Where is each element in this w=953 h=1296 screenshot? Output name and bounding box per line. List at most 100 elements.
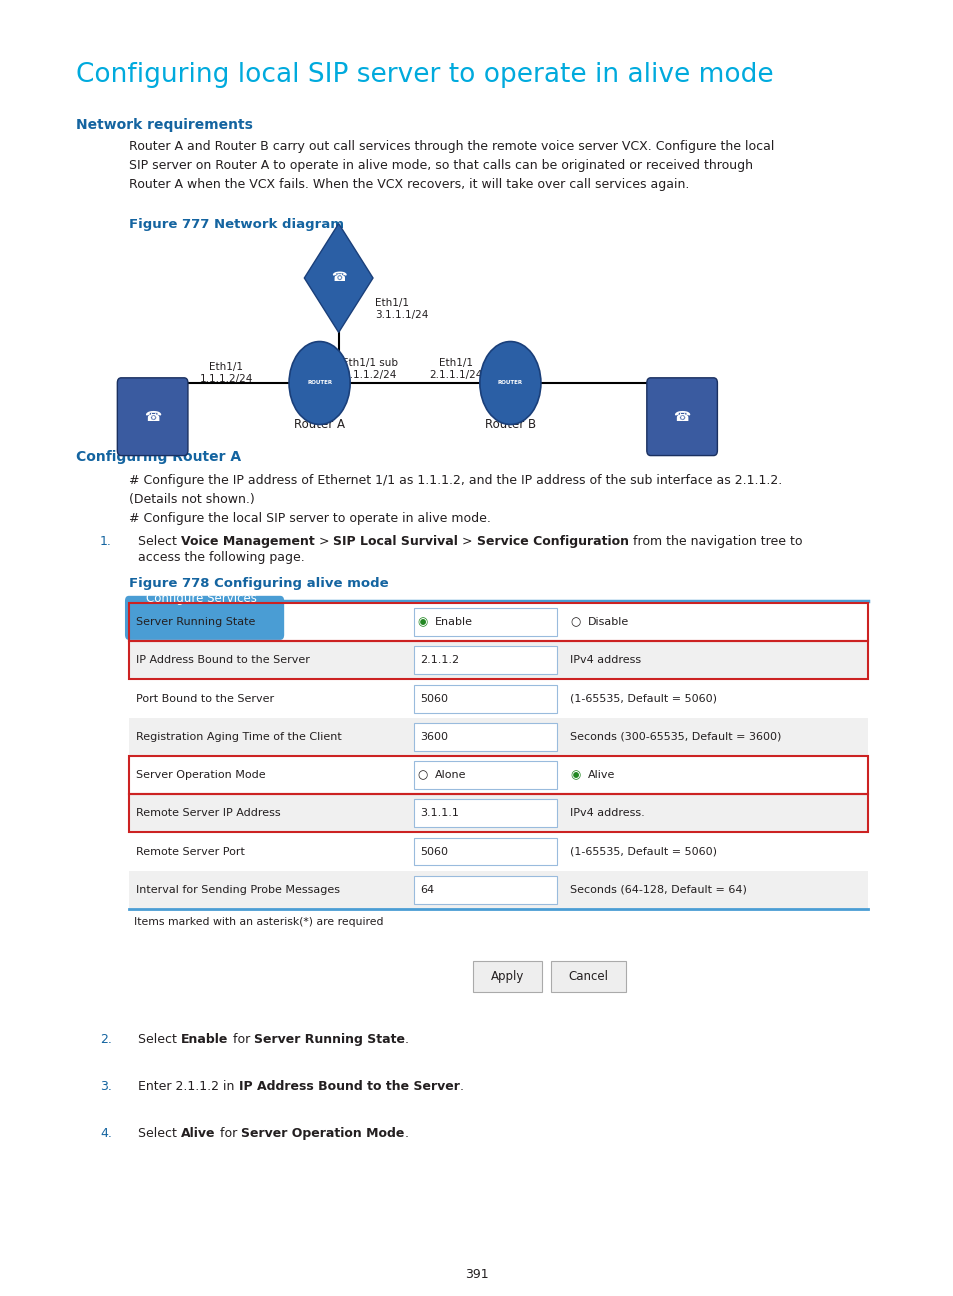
Bar [129, 718, 867, 756]
Text: Select: Select [138, 535, 181, 548]
Text: 3.1.1.1: 3.1.1.1 [419, 809, 458, 818]
Text: Server Running State: Server Running State [253, 1033, 404, 1046]
Text: Select: Select [138, 1033, 181, 1046]
Text: Configure Services: Configure Services [146, 592, 256, 605]
Bar [129, 642, 867, 679]
Bar [414, 800, 557, 827]
Text: Eth1/1 sub
2.1.1.2/24: Eth1/1 sub 2.1.1.2/24 [342, 358, 397, 381]
Text: Alone: Alone [435, 770, 466, 780]
Text: Remote Server Port: Remote Server Port [136, 846, 245, 857]
Text: >: > [457, 535, 476, 548]
Bar [129, 832, 867, 871]
Text: from the navigation tree to: from the navigation tree to [628, 535, 801, 548]
Text: 2.1.1.2: 2.1.1.2 [419, 656, 458, 665]
Text: 5000: 5000 [667, 419, 696, 432]
Bar [414, 761, 557, 789]
Text: Eth1/1
1.1.1.2/24: Eth1/1 1.1.1.2/24 [199, 362, 253, 385]
FancyBboxPatch shape [646, 378, 717, 456]
Text: Select: Select [138, 1126, 181, 1139]
Text: .: . [459, 1080, 463, 1093]
Text: Port Bound to the Server: Port Bound to the Server [136, 693, 274, 704]
Text: ROUTER: ROUTER [307, 381, 332, 385]
Text: Figure 777 Network diagram: Figure 777 Network diagram [129, 218, 343, 231]
Text: 1.: 1. [100, 535, 112, 548]
Text: 3.: 3. [100, 1080, 112, 1093]
Text: SIP Local Survival: SIP Local Survival [334, 535, 457, 548]
Text: ○: ○ [417, 769, 428, 781]
Text: Disable: Disable [587, 617, 628, 627]
Text: ROUTER: ROUTER [497, 381, 522, 385]
Text: Router B: Router B [484, 419, 536, 432]
Text: ◉: ◉ [417, 616, 428, 629]
Circle shape [479, 342, 540, 425]
Text: Server Operation Mode: Server Operation Mode [136, 770, 266, 780]
Text: Configuring local SIP server to operate in alive mode: Configuring local SIP server to operate … [76, 62, 773, 88]
Text: Configuring Router A: Configuring Router A [76, 450, 241, 464]
FancyBboxPatch shape [117, 378, 188, 456]
Text: Server Running State: Server Running State [136, 617, 255, 627]
Bar [129, 756, 867, 794]
Text: # Configure the IP address of Ethernet 1/1 as 1.1.1.2, and the IP address of the: # Configure the IP address of Ethernet 1… [129, 474, 781, 505]
Text: 64: 64 [419, 885, 434, 894]
Text: IP Address Bound to the Server: IP Address Bound to the Server [136, 656, 310, 665]
Text: IP Address Bound to the Server: IP Address Bound to the Server [238, 1080, 459, 1093]
Bar [129, 794, 867, 832]
Text: 5060: 5060 [419, 846, 447, 857]
Text: for: for [215, 1126, 241, 1139]
Text: Interval for Sending Probe Messages: Interval for Sending Probe Messages [136, 885, 340, 894]
Bar [129, 603, 867, 642]
Text: .: . [404, 1126, 408, 1139]
Text: Router A and Router B carry out call services through the remote voice server VC: Router A and Router B carry out call ser… [129, 140, 773, 191]
Text: 3600: 3600 [419, 732, 447, 741]
Text: (1-65535, Default = 5060): (1-65535, Default = 5060) [570, 693, 717, 704]
Bar [129, 642, 867, 679]
Bar [414, 723, 557, 750]
Text: 5060: 5060 [419, 693, 447, 704]
Text: Items marked with an asterisk(*) are required: Items marked with an asterisk(*) are req… [133, 916, 383, 927]
Text: Seconds (300-65535, Default = 3600): Seconds (300-65535, Default = 3600) [570, 732, 781, 741]
Text: Eth1/1
3.1.1.1/24: Eth1/1 3.1.1.1/24 [375, 298, 428, 320]
Bar [414, 647, 557, 674]
Bar [551, 960, 625, 991]
Text: Alive: Alive [181, 1126, 215, 1139]
Text: Enable: Enable [435, 617, 473, 627]
Text: >: > [314, 535, 334, 548]
Text: Alive: Alive [587, 770, 615, 780]
Text: Voice Management: Voice Management [181, 535, 314, 548]
Bar [473, 960, 541, 991]
Bar [129, 871, 867, 908]
Text: access the following page.: access the following page. [138, 551, 305, 564]
Polygon shape [304, 224, 373, 333]
Text: Enable: Enable [181, 1033, 229, 1046]
Text: ☎: ☎ [144, 410, 161, 424]
Text: ☎: ☎ [673, 410, 690, 424]
Text: Cancel: Cancel [568, 969, 608, 982]
Bar [129, 794, 867, 832]
Bar [414, 876, 557, 903]
Text: Registration Aging Time of the Client: Registration Aging Time of the Client [136, 732, 342, 741]
Bar [414, 837, 557, 866]
Text: Enter 2.1.1.2 in: Enter 2.1.1.2 in [138, 1080, 238, 1093]
Text: Router A: Router A [294, 419, 345, 432]
Text: (1-65535, Default = 5060): (1-65535, Default = 5060) [570, 846, 717, 857]
Circle shape [289, 342, 350, 425]
Text: Seconds (64-128, Default = 64): Seconds (64-128, Default = 64) [570, 885, 746, 894]
Text: 391: 391 [465, 1267, 488, 1280]
Text: 2.: 2. [100, 1033, 112, 1046]
Text: IPv4 address.: IPv4 address. [570, 809, 644, 818]
Text: 1000: 1000 [137, 419, 168, 432]
Text: .: . [404, 1033, 409, 1046]
Text: ◉: ◉ [570, 769, 580, 781]
Bar [129, 756, 867, 794]
Bar [414, 684, 557, 713]
Text: Figure 778 Configuring alive mode: Figure 778 Configuring alive mode [129, 577, 388, 590]
Text: ○: ○ [570, 616, 580, 629]
Text: # Configure the local SIP server to operate in alive mode.: # Configure the local SIP server to oper… [129, 512, 490, 525]
Text: 4.: 4. [100, 1126, 112, 1139]
Text: Eth1/1
2.1.1.1/24: Eth1/1 2.1.1.1/24 [429, 358, 482, 381]
Text: IPv4 address: IPv4 address [570, 656, 641, 665]
Text: Server Operation Mode: Server Operation Mode [241, 1126, 404, 1139]
Text: Remote Server IP Address: Remote Server IP Address [136, 809, 281, 818]
Text: VCX: VCX [326, 245, 351, 258]
FancyBboxPatch shape [125, 596, 284, 640]
